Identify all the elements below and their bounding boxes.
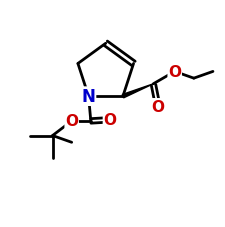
Text: N: N: [82, 88, 95, 106]
Text: O: O: [168, 65, 181, 79]
Text: O: O: [65, 114, 78, 129]
Polygon shape: [122, 84, 153, 98]
Text: O: O: [151, 99, 164, 114]
Text: O: O: [104, 113, 116, 128]
